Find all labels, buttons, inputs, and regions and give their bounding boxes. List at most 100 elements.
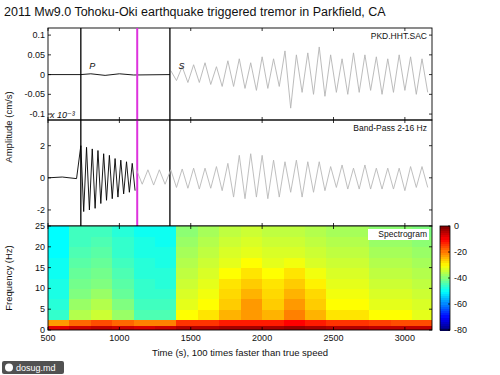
y-tick bbox=[48, 145, 51, 146]
heatmap-cell bbox=[91, 278, 113, 289]
heatmap-cell bbox=[155, 288, 177, 299]
heatmap-cell bbox=[91, 257, 113, 268]
y-tick bbox=[429, 226, 432, 227]
heatmap-cell bbox=[48, 268, 70, 279]
heatmap-cell bbox=[69, 236, 91, 247]
frame bbox=[48, 120, 432, 226]
annotation: S bbox=[178, 61, 184, 71]
heatmap-cell bbox=[284, 299, 306, 310]
heatmap-cell bbox=[348, 288, 370, 299]
y-tick-label: 10 bbox=[35, 283, 45, 293]
heatmap-cell bbox=[69, 288, 91, 299]
heatmap-cell bbox=[284, 288, 306, 299]
heatmap-cell bbox=[155, 247, 177, 258]
y-tick bbox=[48, 74, 51, 75]
y-tick-label: 0 bbox=[40, 325, 45, 335]
panel-label-box bbox=[368, 229, 429, 240]
frame bbox=[48, 226, 432, 330]
heatmap-cell bbox=[219, 288, 241, 299]
heatmap-cell bbox=[284, 268, 306, 279]
waveform bbox=[137, 154, 428, 199]
colorbar-tick bbox=[448, 252, 450, 253]
heatmap-cell bbox=[48, 236, 70, 247]
heatmap-cell bbox=[241, 299, 263, 310]
heatmap-cell bbox=[262, 268, 284, 279]
y-tick-label: 2 bbox=[40, 141, 45, 151]
x-tick bbox=[48, 28, 49, 31]
y-tick bbox=[429, 309, 432, 310]
heatmap-cell bbox=[348, 236, 370, 247]
heatmap-cell bbox=[348, 257, 370, 268]
heatmap-cell bbox=[112, 288, 134, 299]
y-tick-label: 5 bbox=[40, 304, 45, 314]
heatmap-cell bbox=[155, 257, 177, 268]
heatmap-cell bbox=[155, 278, 177, 289]
heatmap-cell bbox=[305, 236, 327, 247]
heatmap-cell bbox=[91, 299, 113, 310]
heatmap-cell bbox=[219, 257, 241, 268]
heatmap-cell bbox=[155, 236, 177, 247]
heatmap-cell bbox=[219, 320, 241, 327]
x-tick bbox=[119, 226, 120, 229]
heatmap-cell bbox=[112, 326, 134, 330]
y-tick bbox=[48, 226, 51, 227]
heatmap-cell bbox=[369, 299, 391, 310]
heatmap-cell bbox=[48, 278, 70, 289]
x-tick bbox=[190, 226, 191, 229]
y-tick bbox=[48, 267, 51, 268]
heatmap-cell bbox=[305, 299, 327, 310]
frame bbox=[48, 28, 432, 120]
heatmap-cell bbox=[134, 278, 156, 289]
heatmap-cell bbox=[198, 268, 220, 279]
y-tick-label: 25 bbox=[35, 221, 45, 231]
heatmap-cell bbox=[369, 257, 391, 268]
heatmap-cell bbox=[284, 236, 306, 247]
heatmap-cell bbox=[241, 257, 263, 268]
heatmap-cell bbox=[219, 268, 241, 279]
heatmap-cell bbox=[305, 257, 327, 268]
y-tick-label: 0.05 bbox=[27, 50, 45, 60]
heatmap-cell bbox=[176, 326, 198, 330]
heatmap-cell bbox=[176, 278, 198, 289]
x-tick bbox=[119, 120, 120, 123]
heatmap-cell bbox=[91, 247, 113, 258]
colorbar-tick bbox=[448, 304, 450, 305]
background bbox=[0, 0, 500, 375]
heatmap-cell bbox=[326, 268, 348, 279]
x-tick bbox=[119, 28, 120, 31]
y-tick bbox=[429, 54, 432, 55]
heatmap-cell bbox=[112, 268, 134, 279]
heatmap-cell bbox=[91, 326, 113, 330]
heatmap-cell bbox=[391, 309, 413, 320]
heatmap-cell bbox=[326, 226, 348, 237]
heatmap-cell bbox=[198, 299, 220, 310]
heatmap-cell bbox=[348, 268, 370, 279]
heatmap-cell bbox=[69, 326, 91, 330]
heatmap-cell bbox=[305, 309, 327, 320]
heatmap-cell bbox=[91, 309, 113, 320]
heatmap-cell bbox=[412, 320, 432, 327]
heatmap-cell bbox=[326, 326, 348, 330]
heatmap-cell bbox=[369, 278, 391, 289]
heatmap-cell bbox=[176, 299, 198, 310]
heatmap-cell bbox=[262, 247, 284, 258]
heatmap-cell bbox=[112, 236, 134, 247]
heatmap-cell bbox=[219, 326, 241, 330]
heatmap-cell bbox=[176, 247, 198, 258]
phase-line bbox=[136, 28, 138, 226]
heatmap-cell bbox=[198, 288, 220, 299]
heatmap-cell bbox=[241, 268, 263, 279]
heatmap-cell bbox=[134, 320, 156, 327]
heatmap-cell bbox=[91, 268, 113, 279]
y-tick bbox=[48, 94, 51, 95]
heatmap-cell bbox=[176, 268, 198, 279]
heatmap-cell bbox=[198, 257, 220, 268]
heatmap-cell bbox=[155, 326, 177, 330]
y-label: Frequency (Hz) bbox=[3, 245, 14, 310]
heatmap-cell bbox=[176, 226, 198, 237]
x-tick bbox=[404, 327, 405, 330]
heatmap-cell bbox=[176, 288, 198, 299]
heatmap-cell bbox=[262, 309, 284, 320]
panel-label: Spectrogram bbox=[378, 229, 427, 239]
heatmap-cell bbox=[134, 257, 156, 268]
